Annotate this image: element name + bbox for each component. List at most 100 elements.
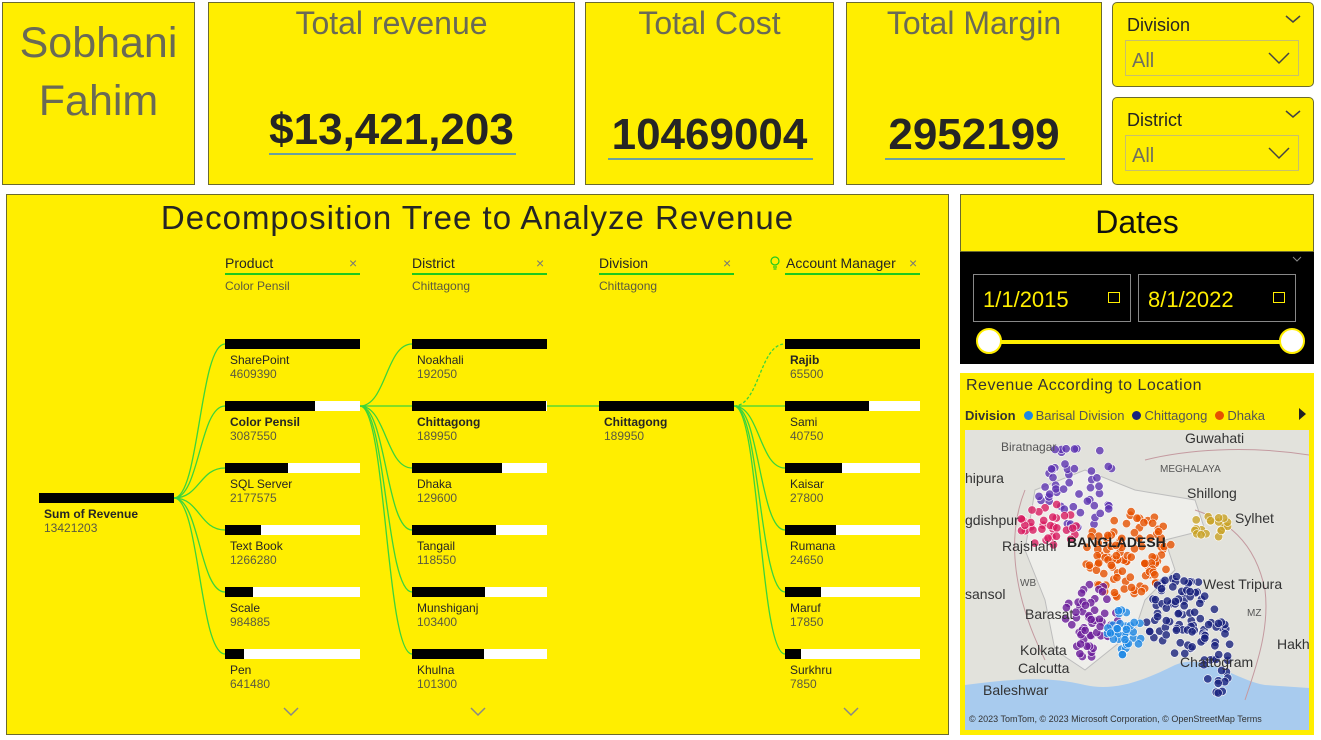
location-dot[interactable] bbox=[1109, 516, 1119, 526]
tree-node[interactable]: Pen 641480 bbox=[225, 649, 360, 693]
location-dot[interactable] bbox=[1092, 551, 1102, 561]
location-dot[interactable] bbox=[1199, 660, 1209, 670]
location-dot[interactable] bbox=[1074, 489, 1084, 499]
division-slicer[interactable]: Division All bbox=[1112, 2, 1314, 87]
location-dot[interactable] bbox=[1204, 620, 1214, 630]
location-dot[interactable] bbox=[1203, 674, 1213, 684]
location-dot[interactable] bbox=[1111, 551, 1121, 561]
location-dot[interactable] bbox=[1145, 533, 1155, 543]
calendar-icon[interactable] bbox=[1108, 292, 1120, 303]
location-dot[interactable] bbox=[1052, 523, 1062, 533]
location-dot[interactable] bbox=[1052, 500, 1062, 510]
location-dot[interactable] bbox=[1095, 446, 1105, 456]
location-dot[interactable] bbox=[1180, 649, 1190, 659]
location-dot[interactable] bbox=[1220, 629, 1230, 639]
location-dot[interactable] bbox=[1061, 444, 1071, 454]
location-dot[interactable] bbox=[1225, 639, 1235, 649]
legend-item[interactable]: Dhaka bbox=[1227, 408, 1265, 423]
location-dot[interactable] bbox=[1139, 518, 1149, 528]
location-dot[interactable] bbox=[1030, 538, 1040, 548]
location-dot[interactable] bbox=[1081, 600, 1091, 610]
location-dot[interactable] bbox=[1111, 540, 1121, 550]
tree-node[interactable]: Munshiganj 103400 bbox=[412, 587, 547, 631]
level-header[interactable]: District bbox=[412, 255, 455, 271]
calendar-icon[interactable] bbox=[1273, 292, 1285, 303]
location-dot[interactable] bbox=[1086, 466, 1096, 476]
location-dot[interactable] bbox=[1086, 532, 1096, 542]
tree-node[interactable]: Chittagong 189950 bbox=[412, 401, 547, 445]
location-dot[interactable] bbox=[1126, 507, 1136, 517]
location-dot[interactable] bbox=[1129, 528, 1139, 538]
location-dot[interactable] bbox=[1179, 601, 1189, 611]
tree-node[interactable]: Maruf 17850 bbox=[785, 587, 920, 631]
date-range-track[interactable] bbox=[988, 340, 1292, 344]
location-dot[interactable] bbox=[1168, 582, 1178, 592]
location-dot[interactable] bbox=[1200, 633, 1210, 643]
location-dot[interactable] bbox=[1209, 604, 1219, 614]
location-dot[interactable] bbox=[1071, 607, 1081, 617]
chevron-down-icon[interactable] bbox=[1285, 108, 1301, 120]
tree-node[interactable]: Kaisar 27800 bbox=[785, 463, 920, 507]
location-dot[interactable] bbox=[1061, 614, 1071, 624]
location-dot[interactable] bbox=[1153, 612, 1163, 622]
location-dot[interactable] bbox=[1223, 651, 1233, 661]
chevron-down-icon[interactable] bbox=[843, 707, 859, 717]
level-header[interactable]: Product bbox=[225, 255, 274, 271]
location-dot[interactable] bbox=[1213, 688, 1223, 698]
tree-node[interactable]: Color Pensil 3087550 bbox=[225, 401, 360, 445]
location-dot[interactable] bbox=[1103, 530, 1113, 540]
location-dot[interactable] bbox=[1195, 614, 1205, 624]
location-dot[interactable] bbox=[1170, 596, 1180, 606]
location-dot[interactable] bbox=[1150, 570, 1160, 580]
location-dot[interactable] bbox=[1034, 491, 1044, 501]
district-slicer[interactable]: District All bbox=[1112, 97, 1314, 185]
location-dot[interactable] bbox=[1185, 587, 1195, 597]
location-dot[interactable] bbox=[1112, 573, 1122, 583]
legend-item[interactable]: Chittagong bbox=[1144, 408, 1208, 423]
location-dot[interactable] bbox=[1084, 560, 1094, 570]
location-dot[interactable] bbox=[1089, 501, 1099, 511]
chevron-down-icon[interactable] bbox=[283, 707, 299, 717]
level-header[interactable]: Account Manager bbox=[786, 255, 896, 271]
tree-node[interactable]: Tangail 118550 bbox=[412, 525, 547, 569]
location-dot[interactable] bbox=[1179, 576, 1189, 586]
remove-level-icon[interactable]: × bbox=[723, 255, 732, 271]
location-dot[interactable] bbox=[1127, 583, 1137, 593]
location-dot[interactable] bbox=[1016, 514, 1026, 524]
location-dot[interactable] bbox=[1150, 595, 1160, 605]
location-dot[interactable] bbox=[1172, 572, 1182, 582]
location-dot[interactable] bbox=[1048, 512, 1058, 522]
location-dot[interactable] bbox=[1162, 596, 1172, 606]
location-dot[interactable] bbox=[1129, 618, 1139, 628]
location-dot[interactable] bbox=[1161, 564, 1171, 574]
remove-level-icon[interactable]: × bbox=[536, 255, 545, 271]
location-dot[interactable] bbox=[1187, 642, 1197, 652]
location-dot[interactable] bbox=[1102, 594, 1112, 604]
location-dot[interactable] bbox=[1206, 516, 1216, 526]
location-dot[interactable] bbox=[1068, 523, 1078, 533]
level-header[interactable]: Division bbox=[599, 255, 649, 271]
division-dropdown[interactable]: All bbox=[1125, 40, 1299, 76]
remove-level-icon[interactable]: × bbox=[349, 255, 358, 271]
location-dot[interactable] bbox=[1126, 552, 1136, 562]
tree-node[interactable]: SQL Server 2177575 bbox=[225, 463, 360, 507]
location-dot[interactable] bbox=[1094, 558, 1104, 568]
legend-item[interactable]: Barisal Division bbox=[1035, 408, 1125, 423]
tree-node[interactable]: Sami 40750 bbox=[785, 401, 920, 445]
end-date-input[interactable]: 8/1/2022 bbox=[1138, 274, 1296, 322]
chevron-down-icon[interactable] bbox=[1292, 256, 1302, 262]
location-dot[interactable] bbox=[1122, 519, 1132, 529]
location-dot[interactable] bbox=[1045, 489, 1055, 499]
remove-level-icon[interactable]: × bbox=[909, 255, 918, 271]
location-dot[interactable] bbox=[1217, 666, 1227, 676]
tree-node[interactable]: Chittagong 189950 bbox=[599, 401, 734, 445]
location-dot[interactable] bbox=[1037, 524, 1047, 534]
location-dot[interactable] bbox=[1086, 615, 1096, 625]
location-dot[interactable] bbox=[1082, 496, 1092, 506]
location-dot[interactable] bbox=[1130, 544, 1140, 554]
tree-node[interactable]: SharePoint 4609390 bbox=[225, 339, 360, 383]
location-dot[interactable] bbox=[1210, 641, 1220, 651]
location-dot[interactable] bbox=[1061, 603, 1071, 613]
location-dot[interactable] bbox=[1084, 580, 1094, 590]
location-dot[interactable] bbox=[1069, 464, 1079, 474]
